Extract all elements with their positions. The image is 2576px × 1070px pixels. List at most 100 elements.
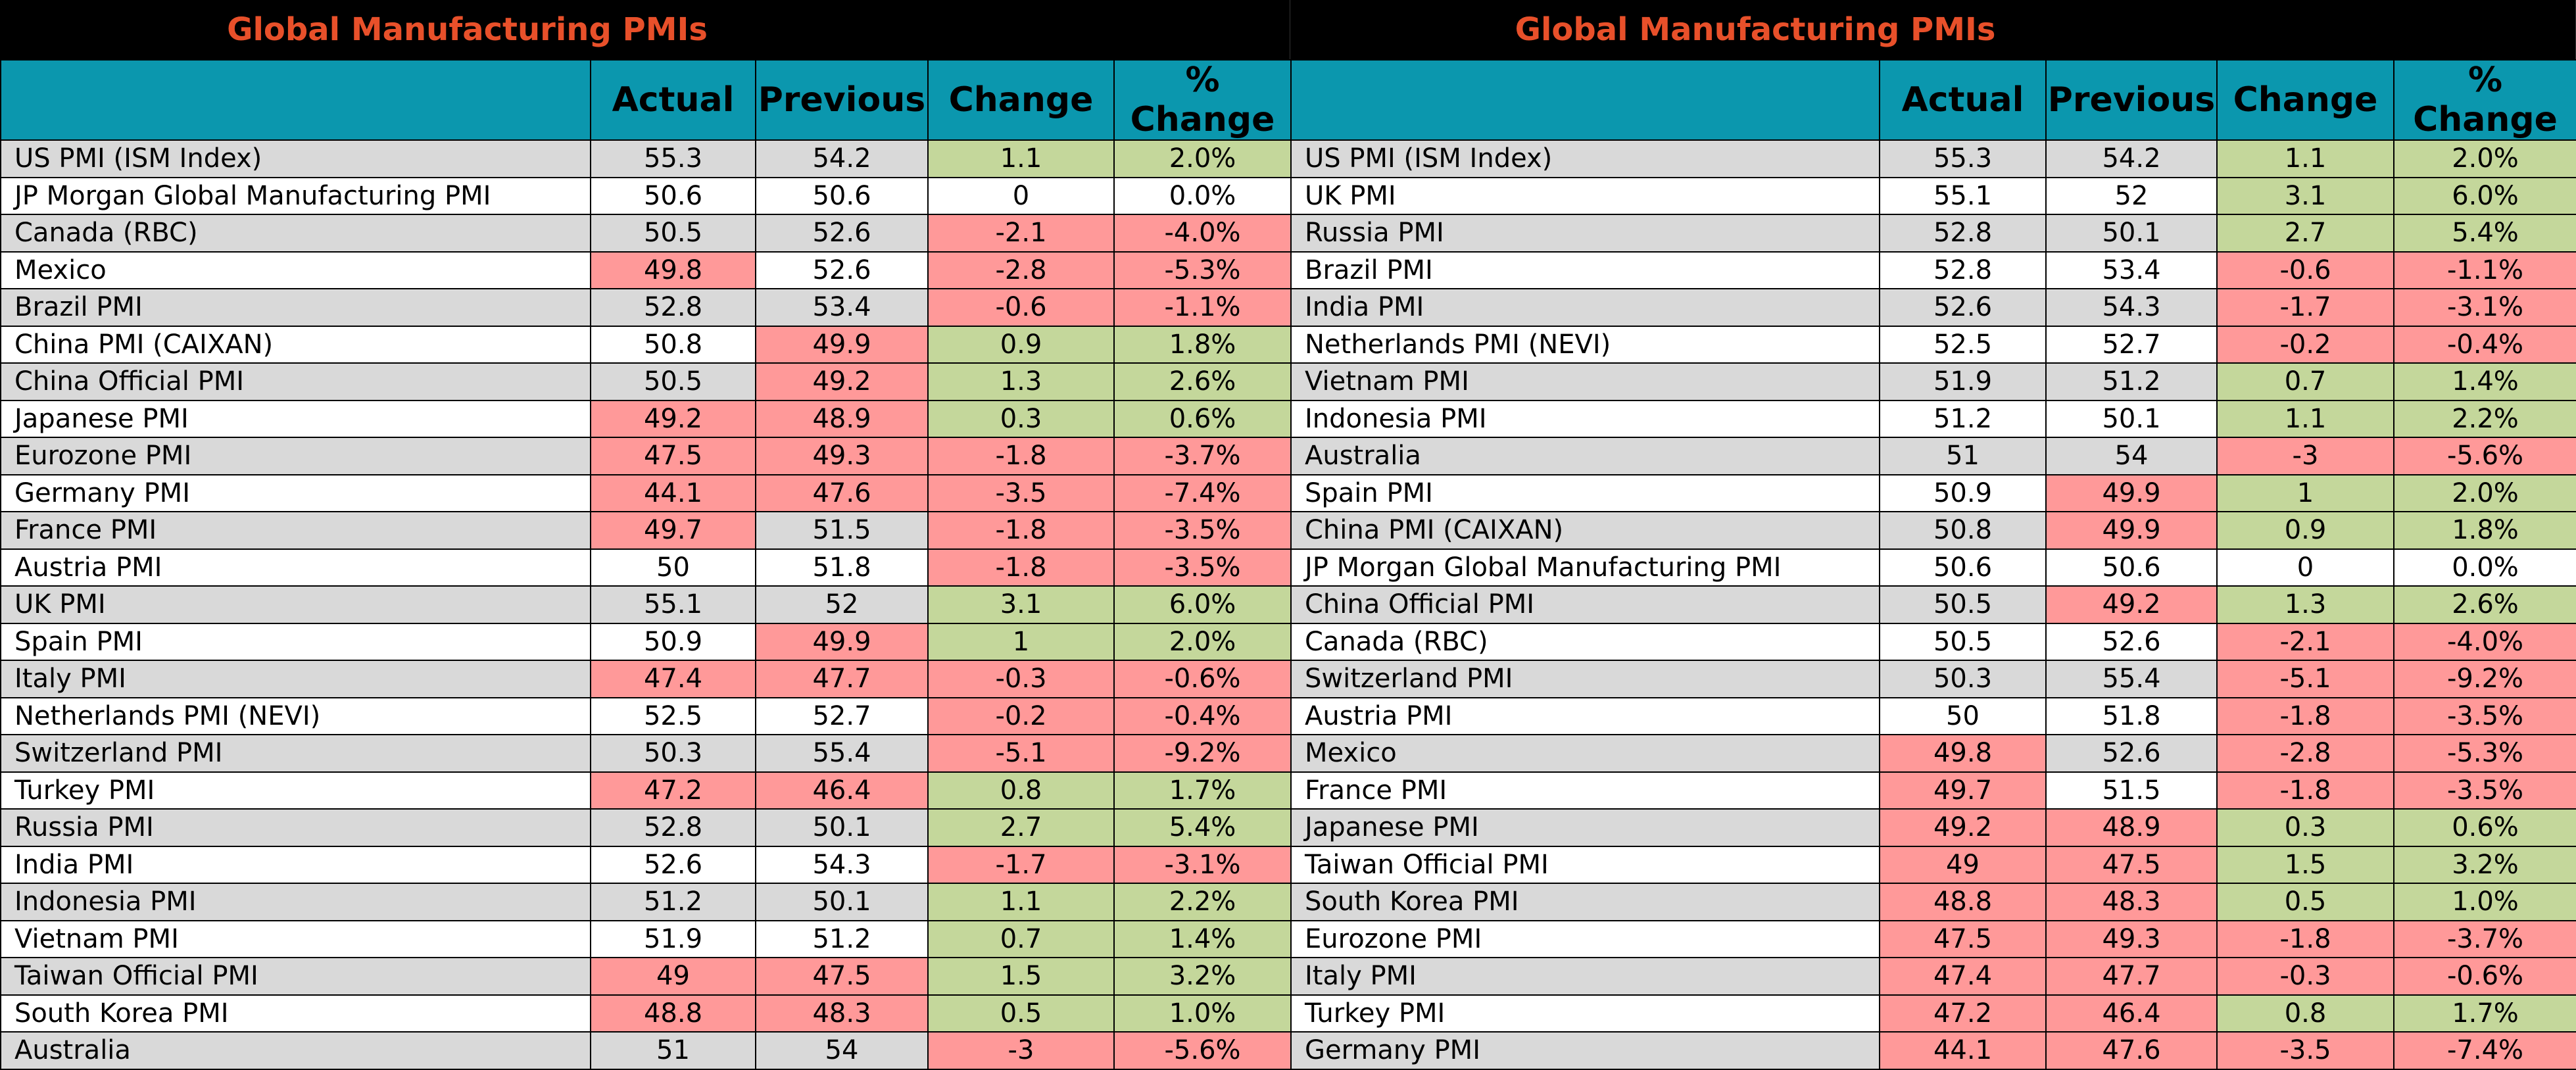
actual-value: 52.8 [1879, 214, 2047, 253]
row-name: US PMI (ISM Index) [1290, 139, 1880, 178]
row-name: France PMI [1290, 771, 1880, 810]
pct-change-value: -9.2% [1113, 734, 1292, 773]
previous-value: 48.3 [755, 994, 929, 1033]
previous-value: 47.7 [755, 660, 929, 698]
table-row: US PMI (ISM Index) 55.3 54.2 1.1 2.0% [0, 139, 1292, 178]
left-table-body: US PMI (ISM Index) 55.3 54.2 1.1 2.0% JP Morg… [0, 139, 1292, 1070]
row-name: Turkey PMI [0, 771, 591, 810]
previous-value: 47.5 [2045, 845, 2218, 884]
row-name: Russia PMI [0, 808, 591, 847]
previous-value: 52 [755, 585, 929, 624]
pct-change-value: 2.0% [1113, 622, 1292, 661]
actual-value: 50.5 [590, 362, 756, 401]
previous-value: 51.5 [2045, 771, 2218, 810]
pct-change-value: -7.4% [1113, 474, 1292, 512]
previous-value: 50.1 [2045, 214, 2218, 253]
table-row: India PMI 52.6 54.3 -1.7 -3.1% [0, 845, 1292, 884]
row-name: Australia [1290, 437, 1880, 475]
table-row: Indonesia PMI 51.2 50.1 1.1 2.2% [1290, 399, 2576, 438]
change-value: 2.7 [2216, 214, 2394, 253]
actual-value: 48.8 [590, 994, 756, 1033]
pct-change-value: -5.6% [1113, 1031, 1292, 1070]
table-row: Switzerland PMI 50.3 55.4 -5.1 -9.2% [0, 734, 1292, 773]
previous-value: 47.6 [755, 474, 929, 512]
previous-value: 51.2 [2045, 362, 2218, 401]
change-value: 0.9 [927, 325, 1115, 364]
change-value: -5.1 [2216, 660, 2394, 698]
change-value: 0.5 [2216, 883, 2394, 921]
table-row: Indonesia PMI 51.2 50.1 1.1 2.2% [0, 883, 1292, 921]
actual-value: 50 [590, 548, 756, 587]
left-pmi-table: Actual Previous Change % Change US PMI (… [0, 59, 1292, 1070]
previous-value: 49.9 [2045, 474, 2218, 512]
row-name: Spain PMI [1290, 474, 1880, 512]
pct-change-value: 2.6% [2393, 585, 2576, 624]
previous-value: 55.4 [755, 734, 929, 773]
right-title-bar: Global Manufacturing PMIs [1290, 0, 2576, 59]
previous-value: 52.6 [755, 251, 929, 289]
change-value: -3 [927, 1031, 1115, 1070]
pct-change-value: -4.0% [2393, 622, 2576, 661]
change-value: 0.8 [2216, 994, 2394, 1033]
row-name: Japanese PMI [0, 399, 591, 438]
change-value: -1.8 [927, 548, 1115, 587]
table-row: Japanese PMI 49.2 48.9 0.3 0.6% [0, 399, 1292, 438]
actual-value: 49.2 [1879, 808, 2047, 847]
previous-value: 54.2 [2045, 139, 2218, 178]
row-name: Indonesia PMI [0, 883, 591, 921]
previous-value: 46.4 [2045, 994, 2218, 1033]
pct-change-value: 1.8% [1113, 325, 1292, 364]
previous-value: 54 [755, 1031, 929, 1070]
actual-value: 47.5 [1879, 919, 2047, 958]
change-value: -3 [2216, 437, 2394, 475]
row-name: China PMI (CAIXAN) [0, 325, 591, 364]
pct-change-value: 6.0% [1113, 585, 1292, 624]
actual-value: 50.8 [1879, 511, 2047, 550]
previous-value: 50.1 [755, 883, 929, 921]
table-row: Taiwan Official PMI 49 47.5 1.5 3.2% [1290, 845, 2576, 884]
actual-value: 55.3 [1879, 139, 2047, 178]
previous-value: 51.8 [755, 548, 929, 587]
left-header-pct-change: % Change [1113, 59, 1292, 141]
change-value: -1.7 [2216, 288, 2394, 327]
table-row: US PMI (ISM Index) 55.3 54.2 1.1 2.0% [1290, 139, 2576, 178]
right-pmi-table: Actual Previous Change % Change US PMI (… [1290, 59, 2576, 1070]
row-name: Indonesia PMI [1290, 399, 1880, 438]
pct-change-value: 2.0% [2393, 139, 2576, 178]
pct-change-value: -3.5% [2393, 771, 2576, 810]
actual-value: 47.4 [590, 660, 756, 698]
table-row: Germany PMI 44.1 47.6 -3.5 -7.4% [0, 474, 1292, 512]
table-row: Turkey PMI 47.2 46.4 0.8 1.7% [1290, 994, 2576, 1033]
pct-change-value: 2.2% [1113, 883, 1292, 921]
left-table-title: Global Manufacturing PMIs [227, 11, 708, 48]
left-header-previous: Previous [755, 59, 929, 141]
left-panel: Global Manufacturing PMIs Actual Previou… [0, 0, 1292, 1070]
change-value: -1.8 [2216, 696, 2394, 735]
row-name: US PMI (ISM Index) [0, 139, 591, 178]
change-value: -1.7 [927, 845, 1115, 884]
row-name: China Official PMI [0, 362, 591, 401]
actual-value: 50.5 [1879, 622, 2047, 661]
previous-value: 49.9 [755, 622, 929, 661]
actual-value: 44.1 [1879, 1031, 2047, 1070]
actual-value: 51.9 [590, 919, 756, 958]
change-value: 0.9 [2216, 511, 2394, 550]
row-name: Brazil PMI [1290, 251, 1880, 289]
previous-value: 48.3 [2045, 883, 2218, 921]
previous-value: 51.2 [755, 919, 929, 958]
change-value: 0.3 [927, 399, 1115, 438]
table-row: South Korea PMI 48.8 48.3 0.5 1.0% [0, 994, 1292, 1033]
actual-value: 55.1 [590, 585, 756, 624]
previous-value: 49.2 [755, 362, 929, 401]
pct-change-value: -9.2% [2393, 660, 2576, 698]
previous-value: 50.1 [2045, 399, 2218, 438]
actual-value: 44.1 [590, 474, 756, 512]
row-name: Netherlands PMI (NEVI) [0, 696, 591, 735]
previous-value: 50.6 [755, 176, 929, 215]
left-header-actual: Actual [590, 59, 756, 141]
row-name: Mexico [0, 251, 591, 289]
pct-change-value: 2.6% [1113, 362, 1292, 401]
pct-change-value: 3.2% [1113, 957, 1292, 996]
pct-change-value: 6.0% [2393, 176, 2576, 215]
table-row: UK PMI 55.1 52 3.1 6.0% [1290, 176, 2576, 215]
